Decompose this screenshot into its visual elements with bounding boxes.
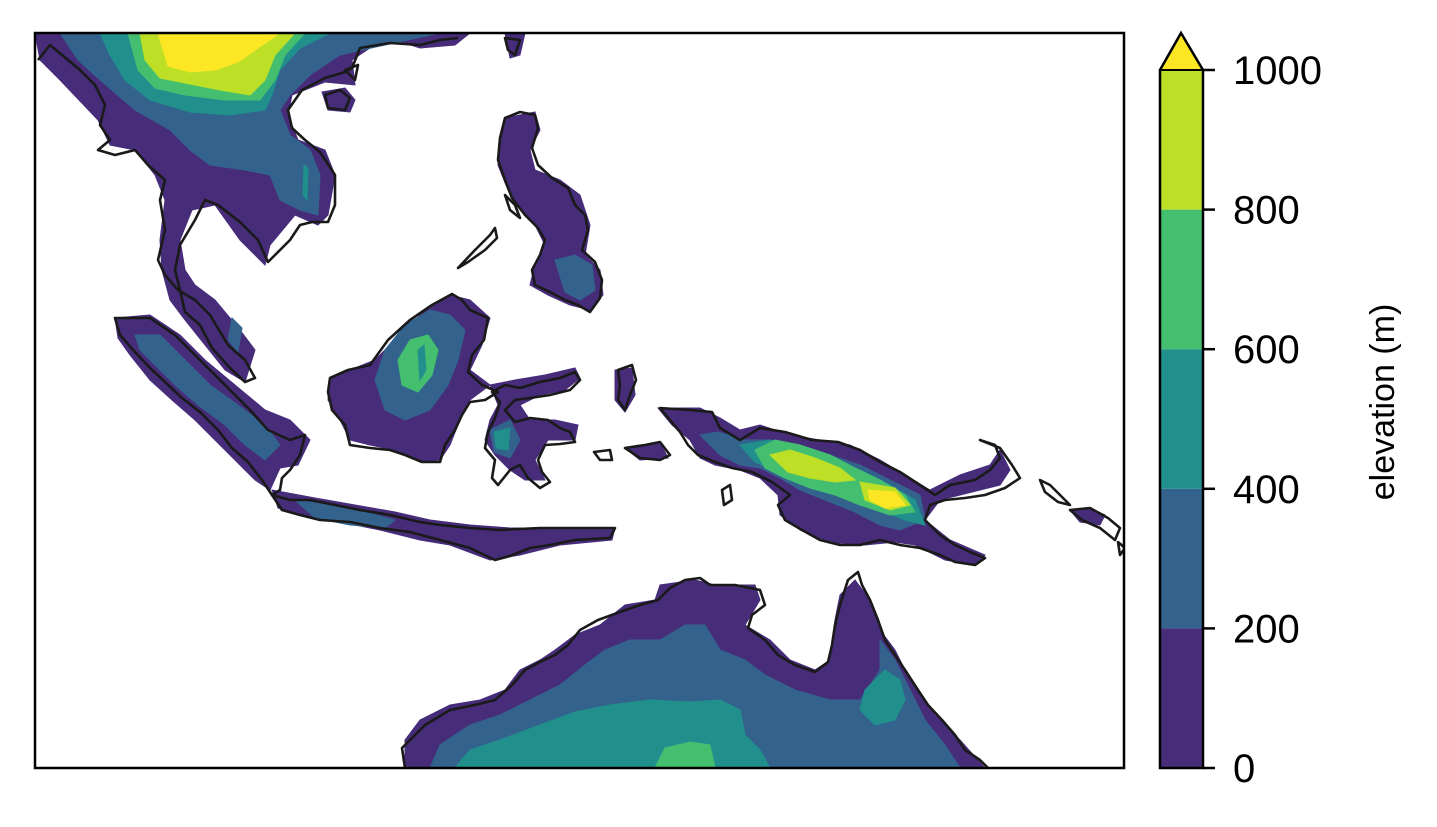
- colorbar-label: elevation (m): [1364, 304, 1402, 501]
- colorbar-tick-label: 400: [1233, 468, 1300, 512]
- filled-contour-philippines: [497, 111, 604, 311]
- map-panel: [35, 33, 1124, 768]
- map-frame: [33, 31, 1126, 770]
- colorbar-segment: [1160, 209, 1203, 350]
- filled-contour-indochina: [35, 33, 471, 383]
- colorbar-tick-label: 600: [1233, 328, 1300, 372]
- colorbar-tick-label: 200: [1233, 607, 1300, 651]
- filled-contour-australia: [404, 579, 986, 768]
- colorbar-tick-label: 800: [1233, 189, 1300, 233]
- filled-contour-sulawesi: [484, 367, 581, 481]
- filled-contour-borneo: [327, 294, 491, 463]
- colorbar-segments: [1160, 70, 1203, 768]
- colorbar-tick-label: 1000: [1233, 49, 1322, 93]
- coastlines: [36, 36, 1124, 768]
- colorbar-segment: [1160, 70, 1203, 210]
- colorbar-segment: [1160, 349, 1203, 489]
- colorbar-segment: [1160, 488, 1203, 629]
- filled-contour-sumatra: [114, 314, 311, 491]
- colorbar-tick-label: 0: [1233, 747, 1255, 791]
- filled-contour-new-guinea: [656, 407, 1011, 566]
- colorbar: 0 200 400 600 800 1000 elevation (m): [1158, 30, 1402, 791]
- colorbar-segment: [1160, 628, 1203, 768]
- colorbar-outline: [1158, 30, 1205, 770]
- colorbar-extend-triangle: [1158, 31, 1205, 71]
- colorbar-ticks: 0 200 400 600 800 1000: [1203, 49, 1322, 791]
